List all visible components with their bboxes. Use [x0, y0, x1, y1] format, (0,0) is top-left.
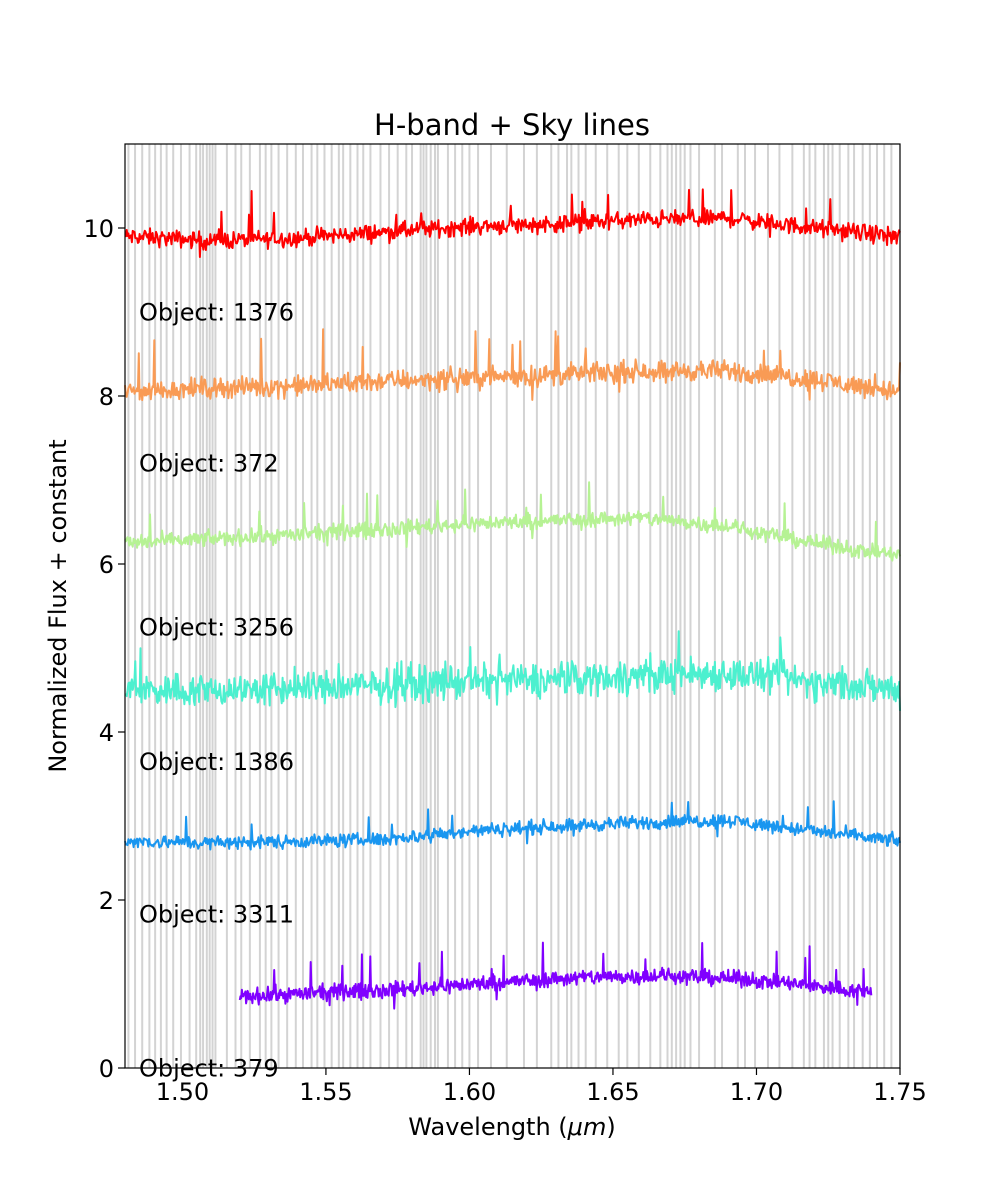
series-line	[124, 800, 901, 851]
y-tick-label: 8	[99, 383, 114, 411]
series-label: Object: 3256	[139, 613, 294, 641]
series-label: Object: 3311	[139, 901, 294, 929]
x-tick-label: 1.75	[873, 1078, 926, 1106]
x-axis-label-prefix: Wavelength (	[408, 1113, 567, 1141]
y-tick-label: 6	[99, 551, 114, 579]
series-line	[238, 941, 873, 1010]
x-axis-label-unit: μm	[567, 1113, 607, 1141]
series-label: Object: 1386	[139, 748, 294, 776]
series-line	[124, 188, 901, 258]
sky-lines-group	[127, 144, 893, 1068]
x-tick-label: 1.60	[443, 1078, 496, 1106]
x-axis-label: Wavelength (μm)	[408, 1113, 615, 1141]
x-axis-label-suffix: )	[606, 1113, 615, 1141]
y-axis: 0 2 4 6 8 10	[83, 215, 125, 1083]
y-tick-label: 2	[99, 887, 114, 915]
x-tick-label: 1.50	[156, 1078, 209, 1106]
y-tick-label: 4	[99, 719, 114, 747]
series-line	[124, 481, 901, 562]
series-group	[124, 188, 901, 1010]
series-line	[124, 630, 901, 711]
x-axis: 1.50 1.55 1.60 1.65 1.70 1.75	[156, 1068, 927, 1106]
chart-title: H-band + Sky lines	[374, 108, 650, 142]
series-label: Object: 372	[139, 450, 279, 478]
y-tick-label: 10	[83, 215, 114, 243]
x-tick-label: 1.55	[299, 1078, 352, 1106]
x-tick-label: 1.70	[730, 1078, 783, 1106]
series-label: Object: 1376	[139, 298, 294, 326]
y-tick-label: 0	[99, 1055, 114, 1083]
x-tick-label: 1.65	[586, 1078, 639, 1106]
series-line	[124, 328, 901, 402]
plot-frame	[124, 143, 901, 1069]
y-axis-label: Normalized Flux + constant	[44, 439, 72, 772]
